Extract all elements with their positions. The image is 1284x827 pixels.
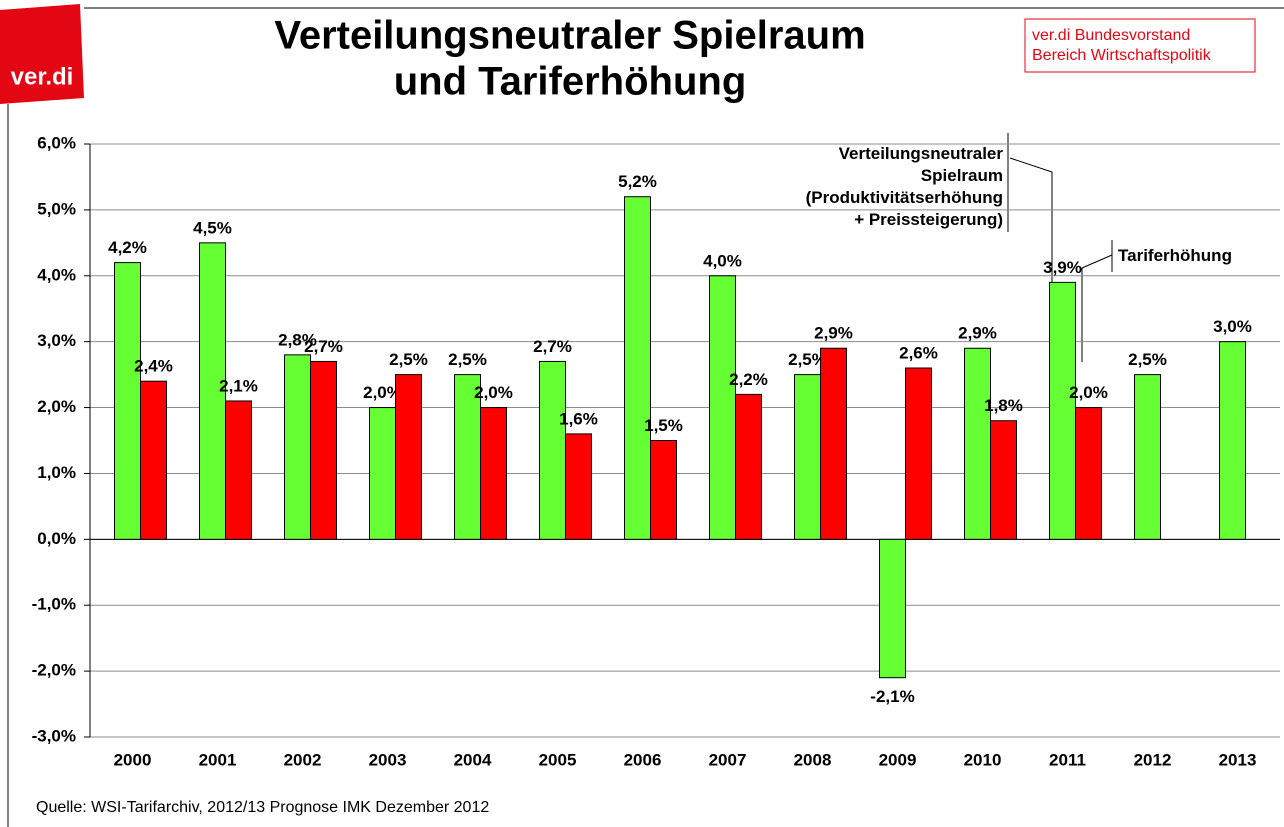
bar bbox=[199, 242, 226, 540]
y-tick-label: 0,0% bbox=[37, 529, 76, 548]
chart-title: und Tariferhöhung bbox=[394, 60, 747, 104]
bar bbox=[990, 420, 1017, 540]
bar bbox=[709, 275, 736, 540]
header-box-text: Bereich Wirtschaftspolitik bbox=[1032, 47, 1212, 64]
bar bbox=[1134, 374, 1161, 540]
bar bbox=[480, 407, 507, 540]
data-label: 4,0% bbox=[703, 251, 742, 270]
data-label: 2,0% bbox=[363, 383, 402, 402]
data-label: 3,0% bbox=[1213, 317, 1252, 336]
header-box bbox=[1024, 18, 1256, 73]
y-tick-label: -3,0% bbox=[32, 726, 76, 745]
x-tick-label: 2002 bbox=[284, 750, 322, 769]
bar bbox=[964, 347, 991, 540]
bar bbox=[794, 374, 821, 540]
y-tick-label: 1,0% bbox=[37, 463, 76, 482]
bar bbox=[1049, 281, 1076, 540]
data-label: 2,5% bbox=[389, 350, 428, 369]
chart-title: Verteilungsneutraler Spielraum bbox=[274, 14, 865, 58]
y-tick-label: 6,0% bbox=[37, 133, 76, 152]
x-tick-label: 2008 bbox=[794, 750, 832, 769]
x-tick-label: 2010 bbox=[964, 750, 1002, 769]
data-label: 2,0% bbox=[474, 383, 513, 402]
logo-shape bbox=[0, 4, 84, 104]
data-label: 5,2% bbox=[618, 172, 657, 191]
x-tick-label: 2004 bbox=[454, 750, 492, 769]
data-label: -2,1% bbox=[870, 687, 914, 706]
data-label: 2,9% bbox=[814, 324, 853, 343]
bar bbox=[879, 538, 906, 679]
bar bbox=[284, 354, 311, 540]
x-tick-label: 2006 bbox=[624, 750, 662, 769]
data-label: 2,9% bbox=[958, 324, 997, 343]
data-label: 1,8% bbox=[984, 396, 1023, 415]
bar bbox=[539, 360, 566, 540]
bar bbox=[565, 433, 592, 540]
data-label: 2,8% bbox=[278, 330, 317, 349]
legend-entry: Tariferhöhung bbox=[1118, 246, 1232, 265]
y-tick-label: 3,0% bbox=[37, 331, 76, 350]
bar bbox=[820, 347, 847, 540]
data-label: 4,5% bbox=[193, 218, 232, 237]
bar bbox=[454, 374, 481, 540]
x-tick-label: 2012 bbox=[1134, 750, 1172, 769]
bar bbox=[114, 262, 141, 540]
data-label: 2,5% bbox=[788, 350, 827, 369]
x-tick-label: 2000 bbox=[114, 750, 152, 769]
data-label: 2,5% bbox=[448, 350, 487, 369]
legend-entry: Verteilungsneutraler Spielraum (Produkti… bbox=[805, 144, 1003, 229]
bar bbox=[1219, 341, 1246, 540]
y-tick-label: 2,0% bbox=[37, 397, 76, 416]
data-label: 2,5% bbox=[1128, 350, 1167, 369]
y-tick-label: -2,0% bbox=[32, 661, 76, 680]
bar bbox=[1075, 407, 1102, 540]
data-label: 1,6% bbox=[559, 409, 598, 428]
x-tick-label: 2009 bbox=[879, 750, 917, 769]
bar bbox=[395, 374, 422, 540]
x-tick-label: 2005 bbox=[539, 750, 577, 769]
data-label: 2,6% bbox=[899, 344, 938, 363]
bar bbox=[624, 196, 651, 540]
bar bbox=[905, 367, 932, 540]
y-tick-label: 5,0% bbox=[37, 199, 76, 218]
bar bbox=[140, 380, 167, 540]
data-label: 2,4% bbox=[134, 357, 173, 376]
y-tick-label: -1,0% bbox=[32, 595, 76, 614]
data-label: 2,1% bbox=[219, 376, 258, 395]
data-label: 2,2% bbox=[729, 370, 768, 389]
x-tick-label: 2013 bbox=[1219, 750, 1257, 769]
bar bbox=[225, 400, 252, 540]
bar bbox=[369, 407, 396, 540]
header-box-text: ver.di Bundesvorstand bbox=[1032, 27, 1190, 44]
y-tick-label: 4,0% bbox=[37, 265, 76, 284]
x-tick-label: 2003 bbox=[369, 750, 407, 769]
data-label: 2,7% bbox=[533, 337, 572, 356]
bar bbox=[310, 360, 337, 540]
source: Quelle: WSI-Tarifarchiv, 2012/13 Prognos… bbox=[36, 799, 489, 816]
logo-text: ver.di bbox=[11, 63, 74, 90]
x-tick-label: 2007 bbox=[709, 750, 747, 769]
bar bbox=[735, 393, 762, 540]
bar bbox=[650, 440, 677, 540]
leader-line bbox=[1009, 157, 1053, 284]
x-tick-label: 2011 bbox=[1049, 750, 1086, 769]
data-label: 3,9% bbox=[1043, 258, 1082, 277]
data-label: 4,2% bbox=[108, 238, 147, 257]
data-label: 2,0% bbox=[1069, 383, 1108, 402]
leader-line bbox=[1081, 254, 1113, 362]
data-label: 2,7% bbox=[304, 337, 343, 356]
x-tick-label: 2001 bbox=[199, 750, 237, 769]
data-label: 1,5% bbox=[644, 416, 683, 435]
